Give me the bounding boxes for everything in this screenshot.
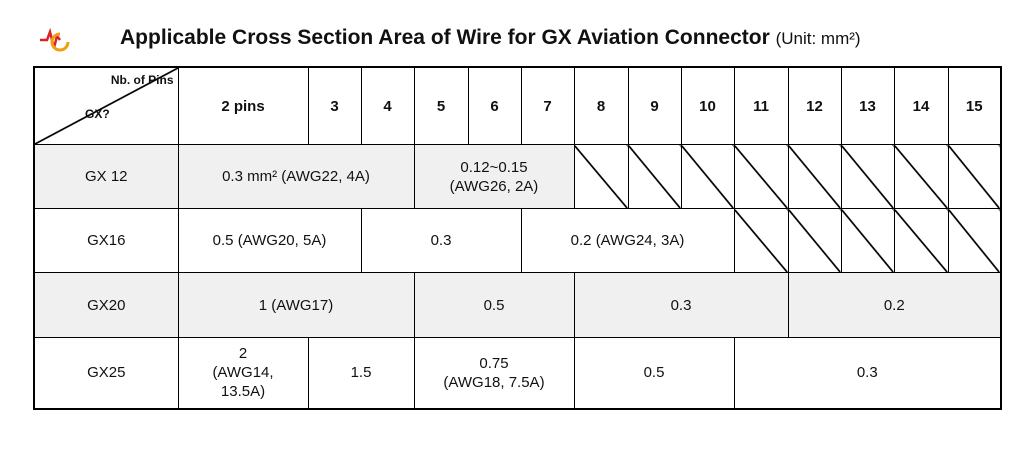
unavailable-cell	[947, 208, 1002, 273]
cell: 0.3	[733, 337, 1002, 409]
unavailable-cell	[733, 144, 789, 209]
unavailable-cell	[787, 208, 842, 273]
row: GX 12 0.3 mm² (AWG22, 4A) 0.12~0.15 (AWG…	[33, 144, 1002, 209]
unavailable-cell	[627, 144, 682, 209]
column-header: 6	[467, 66, 522, 145]
wire-table: Nb. of Pins GX? 2 pins 3 4 5 6 7 8 9 10 1…	[33, 66, 1002, 410]
unavailable-cell	[733, 208, 789, 273]
logo-arc	[50, 32, 70, 52]
cell: 1 (AWG17)	[177, 272, 415, 338]
corner-cell: Nb. of Pins GX?	[33, 66, 179, 145]
column-header: 15	[947, 66, 1002, 145]
logo	[40, 27, 70, 52]
unavailable-cell	[893, 208, 949, 273]
cell: 0.2 (AWG24, 3A)	[520, 208, 735, 273]
row-label: GX20	[33, 272, 179, 338]
row: GX16 0.5 (AWG20, 5A) 0.3 0.2 (AWG24, 3A)	[33, 208, 1002, 273]
row-label: GX 12	[33, 144, 179, 209]
cell: 0.3	[360, 208, 522, 273]
column-header: 7	[520, 66, 575, 145]
unavailable-cell	[840, 144, 895, 209]
column-header: 3	[307, 66, 362, 145]
corner-top: Nb. of Pins	[110, 73, 174, 87]
header-row: Nb. of Pins GX? 2 pins 3 4 5 6 7 8 9 10 1…	[33, 66, 1002, 145]
column-header: 8	[573, 66, 629, 145]
column-header: 10	[680, 66, 735, 145]
row: GX25 2 (AWG14, 13.5A) 1.5 0.75 (AWG18, 7…	[33, 337, 1002, 409]
cell: 0.75 (AWG18, 7.5A)	[413, 337, 575, 409]
column-header: 11	[733, 66, 789, 145]
unavailable-cell	[573, 144, 629, 209]
cell: 0.5	[413, 272, 575, 338]
unavailable-cell	[840, 208, 895, 273]
cell: 0.3 mm² (AWG22, 4A)	[177, 144, 415, 209]
column-header: 2 pins	[177, 66, 309, 145]
row: GX20 1 (AWG17) 0.5 0.3 0.2	[33, 272, 1002, 338]
unit: (Unit: mm²)	[775, 29, 861, 48]
unavailable-cell	[893, 144, 949, 209]
cell: 1.5	[307, 337, 415, 409]
unavailable-cell	[787, 144, 842, 209]
corner-bottom: GX?	[85, 107, 110, 121]
row-label: GX16	[33, 208, 179, 273]
unavailable-cell	[680, 144, 735, 209]
column-header: 9	[627, 66, 682, 145]
column-header: 12	[787, 66, 842, 145]
column-header: 14	[893, 66, 949, 145]
cell: 0.2	[787, 272, 1002, 338]
title-text: Applicable Cross Section Area of Wire fo…	[120, 26, 770, 49]
column-header: 13	[840, 66, 895, 145]
cell: 0.5 (AWG20, 5A)	[177, 208, 362, 273]
unavailable-cell	[947, 144, 1002, 209]
cell: 0.12~0.15 (AWG26, 2A)	[413, 144, 575, 209]
title: Applicable Cross Section Area of Wire fo…	[120, 26, 861, 50]
column-header: 5	[413, 66, 469, 145]
cell: 2 (AWG14, 13.5A)	[177, 337, 309, 409]
column-header: 4	[360, 66, 415, 145]
cell: 0.5	[573, 337, 735, 409]
cell: 0.3	[573, 272, 789, 338]
row-label: GX25	[33, 337, 179, 409]
